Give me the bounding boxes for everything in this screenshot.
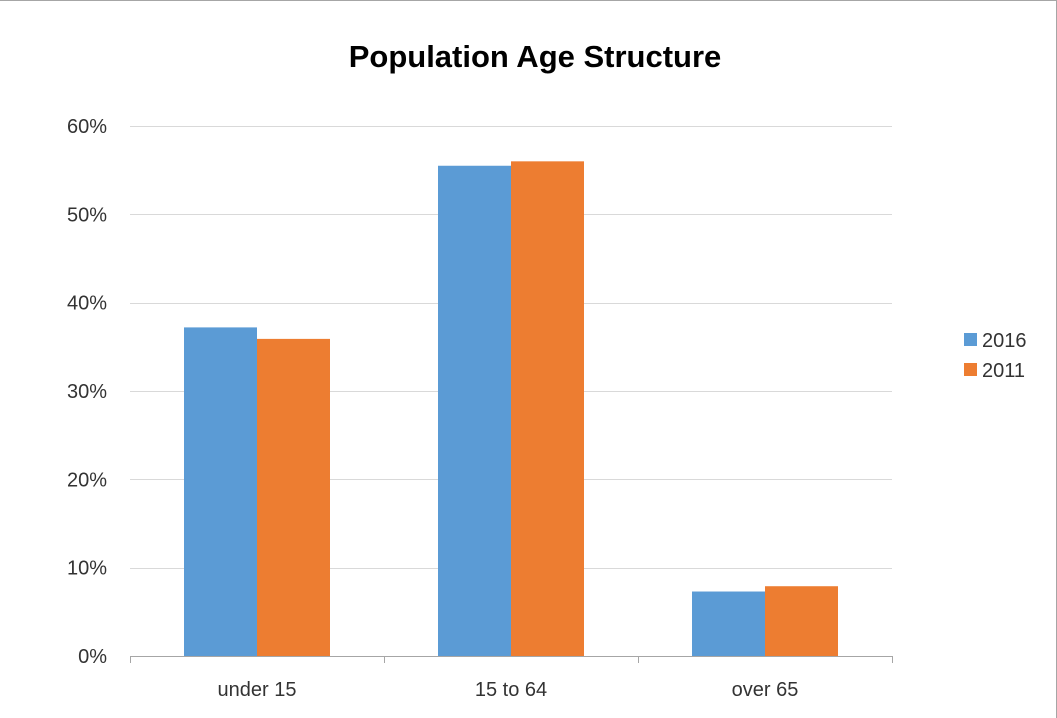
bar-2016 <box>438 165 511 656</box>
bar-2011 <box>765 586 838 656</box>
x-tick-label: 15 to 64 <box>475 679 547 701</box>
legend-label: 2016 <box>982 330 1027 352</box>
y-tick-label: 40% <box>67 293 107 315</box>
x-tick-label: under 15 <box>218 679 297 701</box>
y-tick-label: 20% <box>67 469 107 491</box>
y-tick-label: 30% <box>67 381 107 403</box>
legend-swatch-2016 <box>964 333 977 346</box>
y-tick-label: 60% <box>67 116 107 138</box>
x-axis <box>130 656 893 663</box>
legend-label: 2011 <box>982 360 1025 382</box>
x-tick-label: over 65 <box>732 679 799 701</box>
chart-title: Population Age Structure <box>349 39 722 74</box>
legend: 2016 2011 <box>964 330 1027 382</box>
legend-swatch-2011 <box>964 363 977 376</box>
y-axis-ticks: 0% 10% 20% 30% 40% 50% 60% <box>67 116 107 668</box>
bar-2011 <box>511 161 584 657</box>
bar-2016 <box>692 591 765 656</box>
y-tick-label: 50% <box>67 204 107 226</box>
x-axis-ticks: under 15 15 to 64 over 65 <box>218 679 799 701</box>
bars <box>184 161 838 657</box>
bar-2016 <box>184 327 257 656</box>
y-tick-label: 0% <box>78 646 107 668</box>
bar-2011 <box>257 338 330 656</box>
y-tick-label: 10% <box>67 558 107 580</box>
